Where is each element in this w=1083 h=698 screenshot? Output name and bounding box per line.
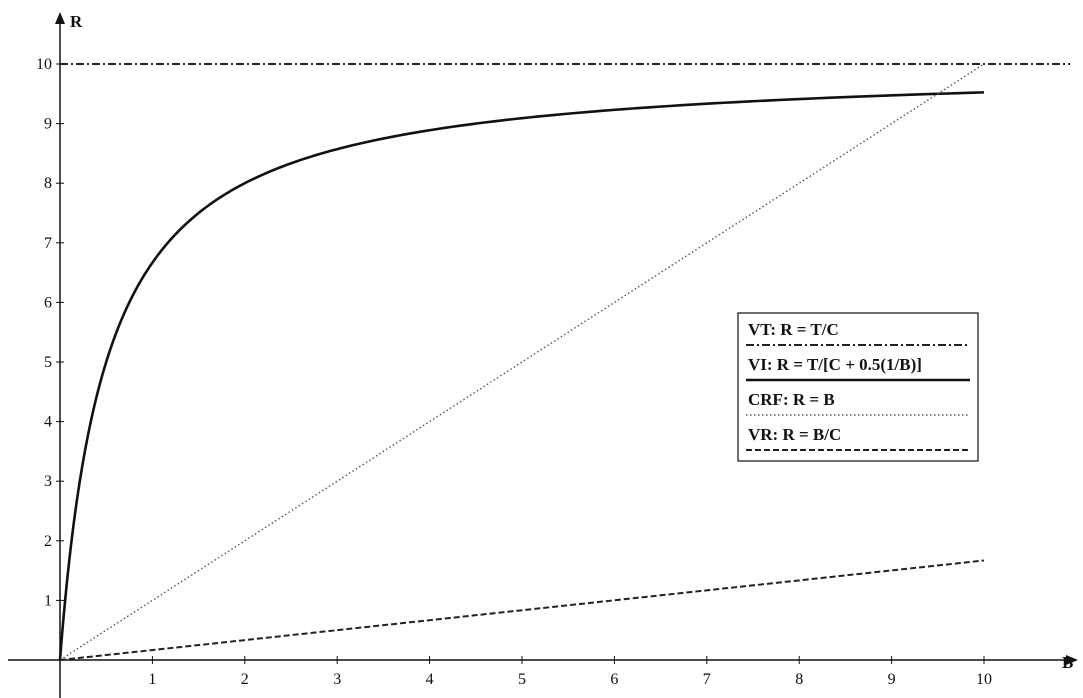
y-tick-label: 6 [44, 294, 52, 311]
y-tick-label: 7 [44, 235, 52, 252]
y-tick-label: 8 [44, 175, 52, 192]
y-tick-label: 9 [44, 116, 52, 133]
x-axis-title: B [1062, 653, 1073, 672]
y-axis-title: R [70, 12, 83, 31]
x-tick-label: 1 [148, 671, 156, 688]
ticks: 1 2 3 4 5 6 7 8 9 10 1 2 3 4 5 6 7 8 9 10 [36, 56, 992, 688]
legend-label-1: VT: R = T/C [748, 320, 839, 339]
legend: VT: R = T/C VI: R = T/[C + 0.5(1/B)] CRF: … [737, 312, 979, 462]
y-tick-label: 3 [44, 473, 52, 490]
y-tick-label: 1 [44, 592, 52, 609]
x-tick-label: 10 [976, 671, 992, 688]
x-tick-label: 2 [241, 671, 249, 688]
legend-box [737, 312, 979, 462]
series-line-4 [59, 559, 985, 661]
series-line-3 [59, 63, 985, 661]
legend-label-2: VI: R = T/[C + 0.5(1/B)] [748, 355, 922, 374]
y-tick-label: 2 [44, 533, 52, 550]
x-axis-arrow [1066, 655, 1078, 665]
x-tick-label: 3 [333, 671, 341, 688]
legend-label-3: CRF: R = B [748, 390, 835, 409]
series-line-2 [58, 91, 985, 661]
x-tick-label: 4 [426, 671, 434, 688]
x-tick-label: 6 [610, 671, 618, 688]
x-tick-label: 7 [703, 671, 711, 688]
y-axis-arrow [55, 12, 65, 24]
x-tick-label: 5 [518, 671, 526, 688]
y-tick-label: 4 [44, 414, 52, 431]
y-tick-label: 10 [36, 56, 52, 73]
x-tick-label: 9 [888, 671, 896, 688]
series-layer [58, 63, 1070, 661]
y-tick-label: 5 [44, 354, 52, 371]
legend-label-4: VR: R = B/C [748, 425, 841, 444]
x-tick-label: 8 [795, 671, 803, 688]
